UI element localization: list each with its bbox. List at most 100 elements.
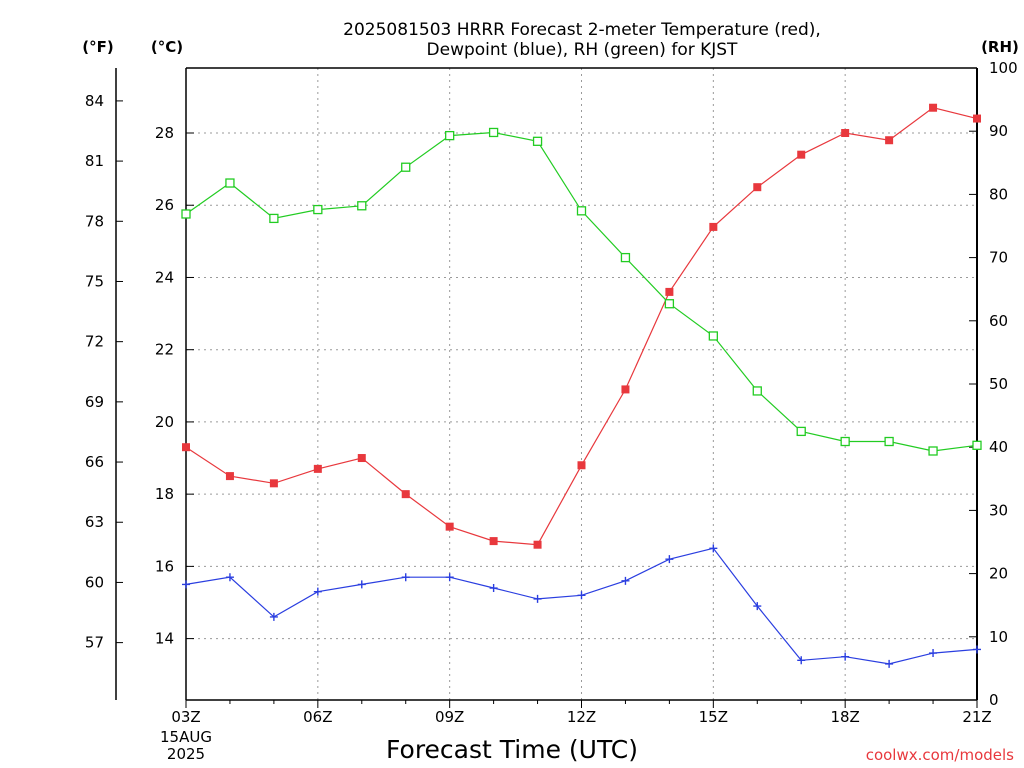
fahrenheit-tick-label: 72 [85,333,104,351]
rh-point [181,209,191,219]
rh-point [225,178,235,188]
temperature-point [577,461,586,470]
rh-point [972,440,982,450]
dewpoint-point [269,612,278,621]
rh-point [796,426,806,437]
celsius-tick-label: 26 [155,196,174,214]
dewpoint-point [445,573,454,582]
x-tick-label: 12Z [567,708,596,726]
dewpoint-point [797,656,806,665]
temperature-point [225,472,234,481]
rh-point [708,331,718,341]
axes: 03Z 06Z 09Z 12Z 15Z 18Z 21Z 14 16 18 20 22 24 26 28 57 6… [85,59,1018,726]
rh-tick-label: 10 [989,628,1008,646]
temperature-point [797,150,806,159]
celsius-tick-label: 16 [155,557,174,575]
temperature-point [841,129,850,138]
celsius-tick-label: 24 [155,268,174,286]
dewpoint-point [665,555,674,564]
dewpoint-series-line [185,547,978,665]
x-axis-label: Forecast Time (UTC) [386,735,638,764]
rh-point [532,136,543,146]
dewpoint-point [182,580,190,589]
rh-tick-label: 40 [989,438,1008,456]
temperature-point [929,103,938,112]
fahrenheit-unit-label: (°F) [82,38,113,56]
temperature-point [621,385,630,394]
dewpoint-point [709,544,718,553]
fahrenheit-tick-label: 78 [85,212,104,230]
rh-point [576,206,587,216]
temperature-point [401,490,410,499]
dewpoint-point [973,645,981,654]
dewpoint-point [753,602,762,611]
rh-tick-label: 60 [989,312,1008,330]
x-tick-label: 06Z [303,708,332,726]
fahrenheit-tick-label: 57 [85,634,104,652]
rh-unit-label: (RH) [981,38,1019,56]
x-tick-label: 18Z [830,708,859,726]
rh-tick-label: 50 [989,375,1008,393]
rh-point [620,252,631,263]
rh-point [884,436,894,447]
rh-point [928,446,938,456]
temperature-point [885,136,894,145]
dewpoint-point [225,573,234,582]
temperature-point [357,454,366,463]
celsius-tick-label: 14 [155,630,174,648]
series [181,103,982,668]
temperature-point [489,537,498,546]
dewpoint-point [533,594,542,603]
temperature-point [182,443,190,452]
temperature-point [269,479,278,488]
rh-point [357,201,367,211]
dewpoint-point [313,587,322,596]
chart-title-line1: 2025081503 HRRR Forecast 2-meter Tempera… [343,20,821,40]
dewpoint-point [885,659,894,668]
celsius-tick-label: 18 [155,485,174,503]
grid [186,68,977,700]
rh-point [269,213,279,224]
x-tick-label: 09Z [435,708,464,726]
dewpoint-point [929,649,938,658]
dewpoint-point [621,576,630,585]
rh-tick-label: 90 [989,122,1008,140]
fahrenheit-tick-label: 63 [85,513,104,531]
temperature-point [753,183,762,192]
temperature-point [533,540,542,549]
temperature-point [709,222,718,231]
fahrenheit-tick-label: 60 [85,573,104,591]
rh-point [488,127,499,138]
fahrenheit-tick-label: 69 [85,393,104,411]
celsius-tick-label: 20 [155,413,174,431]
rh-tick-label: 100 [989,59,1018,77]
dewpoint-point [841,652,850,661]
rh-tick-label: 30 [989,501,1008,519]
x-tick-label: 21Z [962,708,991,726]
rh-point [401,162,411,172]
temperature-point [445,522,454,531]
rh-tick-label: 20 [989,565,1008,583]
watermark: coolwx.com/models [866,746,1014,764]
rh-point [752,386,762,396]
x-tick-label: 03Z [171,708,200,726]
celsius-tick-label: 28 [155,124,174,142]
celsius-unit-label: (°C) [151,38,183,56]
date-label-year: 2025 [167,745,205,763]
temperature-point [973,114,981,123]
rh-point [840,436,850,447]
date-label-day: 15AUG [160,728,212,746]
rh-tick-label: 80 [989,185,1008,203]
dewpoint-point [357,580,366,589]
fahrenheit-tick-label: 81 [85,152,104,170]
temperature-point [313,464,322,473]
rh-point [445,130,455,141]
chart-title-line2: Dewpoint (blue), RH (green) for KJST [427,40,739,60]
x-tick-label: 15Z [699,708,728,726]
dewpoint-point [489,584,498,593]
rh-point [313,204,323,215]
fahrenheit-tick-label: 84 [85,92,104,110]
fahrenheit-tick-label: 75 [85,272,104,290]
rh-point [664,299,675,309]
